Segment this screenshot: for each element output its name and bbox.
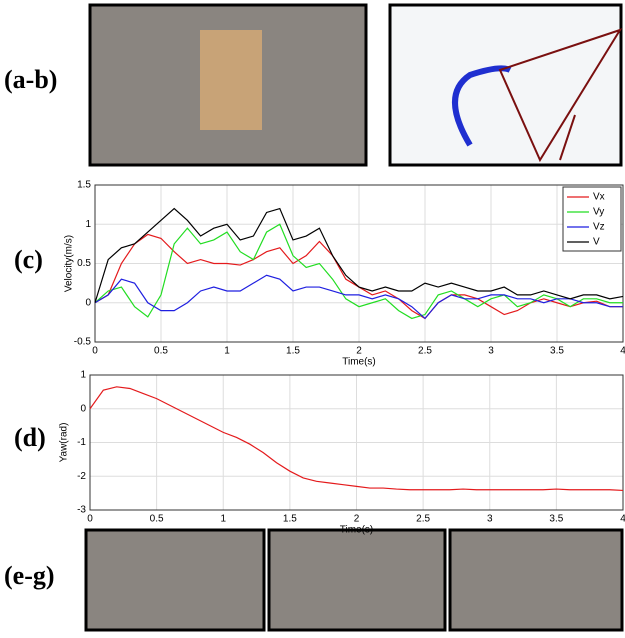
x-tick-label: 3.5 [550, 346, 564, 357]
y-tick-label: 0 [80, 403, 86, 414]
y-tick-label: 0 [85, 297, 91, 308]
x-tick-label: 0 [92, 346, 98, 357]
x-tick-label: 4 [620, 346, 625, 357]
x-tick-label: 4 [620, 514, 625, 525]
panel-label: (c) [14, 245, 43, 274]
legend-label: V [593, 237, 600, 248]
x-tick-label: 2.5 [418, 346, 432, 357]
y-tick-label: 1 [80, 370, 86, 381]
legend-label: Vx [593, 192, 605, 203]
photo [450, 530, 622, 630]
y-tick-label: -0.5 [74, 337, 92, 348]
x-axis-label: Time(s) [340, 525, 374, 536]
y-tick-label: 0.5 [77, 258, 91, 269]
panel-label: (a-b) [4, 65, 57, 94]
x-tick-label: 1.5 [283, 514, 297, 525]
x-tick-label: 3 [487, 514, 493, 525]
y-axis-label: Yaw(rad) [59, 423, 70, 463]
x-tick-label: 0.5 [154, 346, 168, 357]
x-tick-label: 3.5 [549, 514, 563, 525]
y-tick-label: -2 [77, 471, 86, 482]
x-tick-label: 1 [224, 346, 230, 357]
panel-label: (e-g) [4, 561, 55, 590]
x-tick-label: 2 [356, 346, 362, 357]
photo [269, 530, 445, 630]
legend-label: Vy [593, 207, 604, 218]
panel-label: (d) [14, 423, 46, 452]
y-tick-label: 1 [85, 219, 91, 230]
figure: (a-b) (c) (d) (e-g) 0 0.5 1 1.5 2 2.5 3 3.5 4 -0.… [0, 0, 625, 633]
x-tick-label: 1 [220, 514, 226, 525]
photo [86, 530, 264, 630]
photo-box [200, 30, 262, 130]
x-tick-label: 2 [354, 514, 360, 525]
y-tick-label: 1.5 [77, 180, 91, 191]
x-axis-label: Time(s) [342, 357, 376, 368]
x-tick-label: 0 [87, 514, 93, 525]
legend-label: Vz [593, 222, 605, 233]
y-tick-label: -3 [77, 505, 86, 516]
x-tick-label: 3 [488, 346, 494, 357]
x-tick-label: 0.5 [150, 514, 164, 525]
x-tick-label: 2.5 [416, 514, 430, 525]
y-tick-label: -1 [77, 437, 86, 448]
y-axis-label: Velocity(m/s) [64, 235, 75, 292]
x-tick-label: 1.5 [286, 346, 300, 357]
